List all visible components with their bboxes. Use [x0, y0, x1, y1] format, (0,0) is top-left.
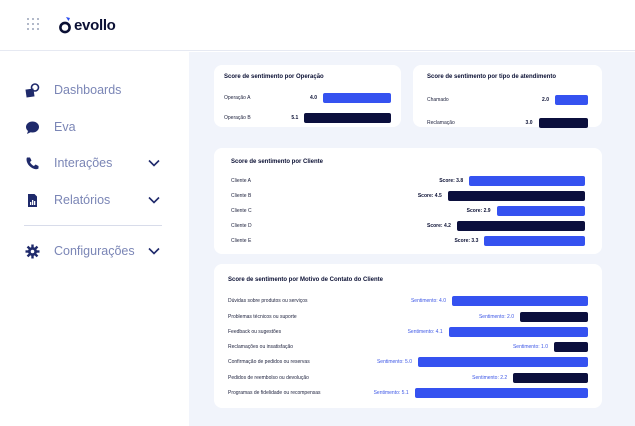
bar-value-label: Score: 4.2 — [427, 223, 451, 229]
bar-label: Feedback ou sugestões — [228, 329, 282, 335]
bar-label: Reclamações ou insatisfação — [228, 344, 294, 350]
chart-card-cliente: Score de sentimento por Cliente Cliente … — [214, 148, 602, 254]
sidebar-item-dashboards[interactable]: Dashboards — [24, 80, 164, 100]
chart-card-operacao: Score de sentimento por Operação Operaçã… — [214, 65, 401, 127]
bar-reclamacao — [538, 118, 588, 128]
bar-cliente-b — [447, 191, 585, 201]
bar-label: Reclamação — [427, 120, 455, 126]
bar-motivo-reclamacoes — [554, 342, 588, 352]
sidebar-item-interacoes[interactable]: Interações — [24, 153, 164, 173]
chevron-down-icon[interactable] — [148, 159, 160, 167]
sidebar-item-relatorios[interactable]: Relatórios — [24, 190, 164, 210]
bar-label: Confirmação de pedidos ou reservas — [228, 359, 310, 365]
bar-value-label: Sentimento: 4.1 — [407, 329, 443, 335]
chart-title: Score de sentimento por Cliente — [231, 159, 324, 165]
bar-operacao-b — [304, 113, 391, 123]
bar-value-label: Score: 3.8 — [439, 178, 464, 184]
bar-operacao-a — [323, 93, 391, 103]
bar-motivo-problemas — [520, 312, 588, 322]
chart-title: Score de sentimento por Operação — [224, 74, 324, 80]
chart-card-motivo-contato: Score de sentimento por Motivo de Contat… — [214, 264, 602, 408]
bar-value-label: 3.0 — [525, 120, 533, 126]
dashboard-icon — [24, 82, 40, 98]
brand-logo[interactable]: evollo — [59, 15, 116, 35]
bar-value-label: Score: 2.9 — [466, 208, 491, 214]
bar-label: Pedidos de reembolso ou devolução — [228, 375, 309, 381]
bar-motivo-fidelidade — [414, 388, 588, 398]
sidebar-item-eva[interactable]: Eva — [24, 117, 164, 137]
bar-chamado — [555, 95, 588, 105]
bar-value-label: Sentimento: 2.0 — [478, 314, 514, 320]
bar-cliente-d — [456, 221, 585, 231]
phone-icon — [24, 155, 40, 171]
bar-value-label: Sentimento: 5.0 — [376, 359, 412, 365]
sidebar-divider — [24, 225, 162, 226]
bar-value-label: Sentimento: 2.2 — [472, 375, 508, 381]
bar-cliente-e — [484, 236, 585, 246]
bar-value-label: 5.1 — [291, 115, 299, 121]
bar-value-label: Sentimento: 1.0 — [512, 344, 548, 350]
bar-label: Chamado — [427, 97, 449, 103]
bar-motivo-duvidas — [452, 296, 588, 306]
bar-value-label: Score: 4.5 — [417, 193, 442, 199]
bar-motivo-confirmacao — [418, 357, 588, 367]
bar-label: Operação B — [224, 115, 251, 121]
bar-motivo-reembolso — [513, 373, 588, 383]
bar-value-label: Sentimento: 5.1 — [373, 390, 409, 396]
bar-label: Cliente C — [231, 208, 252, 214]
bar-value-label: Score: 3.3 — [454, 238, 479, 244]
top-header: evollo — [0, 0, 635, 51]
bar-cliente-c — [496, 206, 585, 216]
main-content: Score de sentimento por Operação Operaçã… — [189, 52, 635, 426]
chart-title: Score de sentimento por Motivo de Contat… — [228, 277, 384, 283]
brand-name: evollo — [74, 16, 116, 34]
bar-motivo-feedback — [448, 327, 588, 337]
sidebar-item-label: Relatórios — [54, 193, 111, 207]
bar-label: Operação A — [224, 95, 251, 101]
bar-value-label: Sentimento: 4.0 — [410, 298, 446, 304]
bar-value-label: 2.0 — [542, 97, 549, 103]
bar-label: Programas de fidelidade ou recompensas — [228, 390, 321, 396]
sidebar-item-label: Interações — [54, 156, 113, 170]
chat-bubble-icon — [24, 119, 40, 135]
sidebar-item-label: Eva — [54, 120, 76, 134]
bar-label: Dúvidas sobre produtos ou serviços — [228, 298, 308, 304]
evollo-logo-icon — [59, 16, 71, 33]
bar-value-label: 4.0 — [310, 95, 317, 101]
sidebar-item-configuracoes[interactable]: Configurações — [24, 241, 164, 261]
sidebar-item-label: Dashboards — [54, 83, 122, 97]
bar-label: Problemas técnicos ou suporte — [228, 314, 297, 320]
document-icon — [24, 192, 40, 208]
bar-label: Cliente D — [231, 223, 252, 229]
bar-label: Cliente B — [231, 193, 252, 199]
chart-card-tipo-atendimento: Score de sentimento por tipo de atendime… — [413, 65, 602, 128]
chevron-down-icon[interactable] — [148, 247, 160, 255]
gear-icon — [24, 243, 40, 259]
sidebar: Dashboards Eva Interações — [0, 52, 188, 426]
chart-title: Score de sentimento por tipo de atendime… — [427, 74, 557, 80]
bar-cliente-a — [469, 176, 585, 186]
sidebar-item-label: Configurações — [54, 244, 135, 258]
chevron-down-icon[interactable] — [148, 196, 160, 204]
bar-label: Cliente E — [231, 238, 252, 244]
app-grid-icon[interactable] — [27, 18, 41, 32]
bar-label: Cliente A — [231, 178, 252, 184]
